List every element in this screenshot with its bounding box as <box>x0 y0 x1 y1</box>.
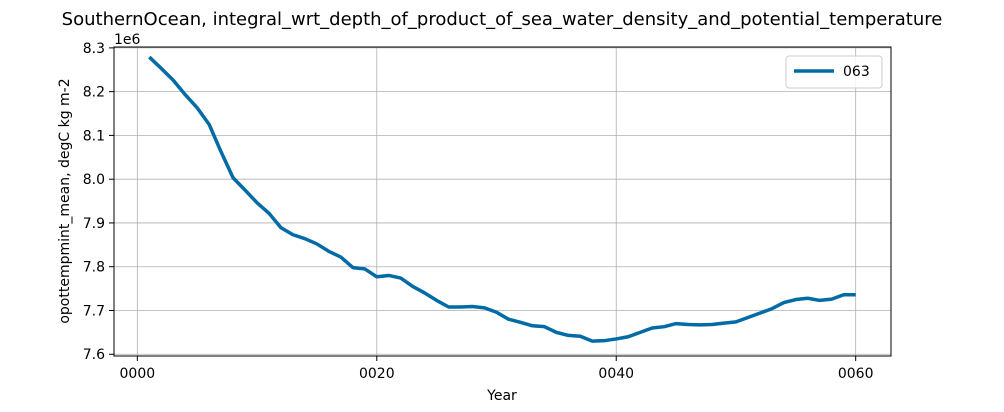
x-axis: 0000 0020 0040 0060 <box>120 356 874 382</box>
series-line <box>148 55 856 343</box>
y-tick-label: 8.0 <box>83 172 105 188</box>
x-axis-label: Year <box>486 388 517 404</box>
y-offset-label: 1e6 <box>114 32 141 48</box>
y-tick-label: 8.2 <box>83 85 105 101</box>
legend: 063 <box>785 55 883 89</box>
x-tick-label: 0000 <box>120 366 156 382</box>
y-tick-label: 7.6 <box>83 347 105 363</box>
y-tick-label: 8.1 <box>83 128 105 144</box>
y-tick-label: 7.9 <box>83 216 105 232</box>
x-tick-label: 0040 <box>598 366 634 382</box>
y-axis-label: opottempmint_mean, degC kg m-2 <box>57 78 73 323</box>
grid <box>114 47 891 356</box>
y-tick-label: 8.3 <box>83 41 105 57</box>
y-tick-label: 7.8 <box>83 260 105 276</box>
chart-title: SouthernOcean, integral_wrt_depth_of_pro… <box>62 9 943 30</box>
legend-label: 063 <box>843 64 870 80</box>
x-tick-label: 0020 <box>359 366 395 382</box>
series-layer <box>148 55 856 343</box>
plot-frame <box>113 46 892 357</box>
x-tick-label: 0060 <box>838 366 874 382</box>
y-axis: 7.6 7.7 7.8 7.9 8.0 8.1 8.2 8.3 <box>83 41 114 363</box>
y-tick-label: 7.7 <box>83 303 105 319</box>
